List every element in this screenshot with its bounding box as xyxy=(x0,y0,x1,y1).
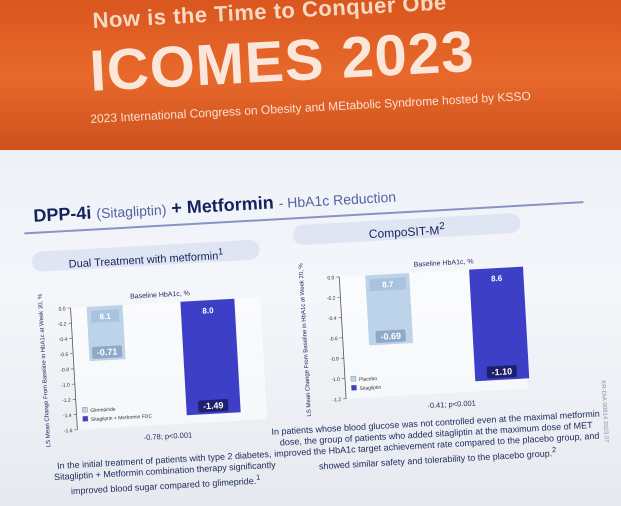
slide: DPP-4i (Sitagliptin) + Metformin - HbA1c… xyxy=(0,150,621,506)
y-tick-label: -0.8 xyxy=(330,356,339,362)
baseline-header: Baseline HbA1c, % xyxy=(414,258,474,268)
y-axis-label: LS Mean Change From Baseline in HbA1c at… xyxy=(298,262,313,416)
bar-1 xyxy=(365,272,414,346)
difference-annotation: -0.78; p<0.001 xyxy=(143,430,192,442)
panel-2-caption-sup: 2 xyxy=(551,445,557,455)
data-label-2: -1.49 xyxy=(203,400,224,411)
legend-label-2: Sitagliptin xyxy=(359,385,381,392)
y-tick-label: -0.4 xyxy=(328,316,337,322)
value-box-2 xyxy=(198,399,229,413)
panel-1-caption-text: In the initial treatment of patients wit… xyxy=(53,448,276,497)
y-tick-label: 0.0 xyxy=(327,275,334,281)
legend-swatch-1 xyxy=(350,375,357,382)
value-box-2 xyxy=(486,365,518,379)
value-box-1 xyxy=(375,329,406,343)
y-tick-label: -1.0 xyxy=(61,382,70,388)
conference-banner: Now is the Time to Conquer Obe ICOMES 20… xyxy=(0,0,621,165)
chart-composit-m: LS Mean Change From Baseline in HbA1c at… xyxy=(298,258,530,417)
y-tick-label: -0.6 xyxy=(329,336,338,342)
legend-swatch-2 xyxy=(351,384,357,391)
y-tick-label: -0.4 xyxy=(59,337,68,343)
title-paren: (Sitagliptin) xyxy=(95,201,167,222)
legend-label-1: Placebo xyxy=(359,376,378,383)
title-main: DPP-4i xyxy=(32,202,92,226)
y-tick-label: -1.2 xyxy=(332,397,341,403)
projection-screen: DPP-4i (Sitagliptin) + Metformin - HbA1c… xyxy=(0,150,621,506)
y-tick-label: -0.2 xyxy=(58,321,67,327)
baseline-box-2 xyxy=(184,303,232,318)
data-label-1: -0.71 xyxy=(97,347,118,358)
baseline-box-1 xyxy=(369,277,407,292)
y-tick-label: -0.6 xyxy=(59,352,68,358)
legend-label-1: Glimepiride xyxy=(90,407,116,414)
value-box-1 xyxy=(91,345,123,359)
bar-2 xyxy=(469,266,530,382)
y-tick-label: -0.2 xyxy=(327,295,336,301)
chart-dual-treatment: LS Mean Change From Baseline in HbA1c at… xyxy=(38,290,268,447)
y-tick-label: -1.4 xyxy=(63,413,72,419)
panel-2-header-sup: 2 xyxy=(438,220,446,233)
legend-swatch-2 xyxy=(82,416,89,422)
title-suffix: - HbA1c Reduction xyxy=(278,188,397,212)
legend-swatch-1 xyxy=(82,407,88,413)
baseline-box-1 xyxy=(90,309,120,323)
y-tick-label: 0.0 xyxy=(59,306,66,312)
y-tick-label: -1.6 xyxy=(64,428,73,434)
difference-annotation: -0.41; p<0.001 xyxy=(427,398,476,410)
y-tick-label: -1.2 xyxy=(62,398,71,404)
y-tick-label: -1.0 xyxy=(331,377,340,383)
baseline-value-2: 8.0 xyxy=(202,306,214,316)
slide-title: DPP-4i (Sitagliptin) + Metformin - HbA1c… xyxy=(33,186,397,227)
baseline-value-1: 8.1 xyxy=(99,312,111,322)
baseline-value-2: 8.6 xyxy=(491,274,503,284)
y-axis-label: LS Mean Change From Baseline in HbA1c at… xyxy=(38,293,53,447)
title-combo: + Metformin xyxy=(170,192,275,219)
y-tick-label: -0.8 xyxy=(60,367,69,373)
bar-2 xyxy=(180,298,241,416)
baseline-header: Baseline HbA1c, % xyxy=(130,290,190,300)
baseline-box-2 xyxy=(473,270,520,286)
baseline-value-1: 8.7 xyxy=(382,280,394,290)
panel-1-caption-sup: 1 xyxy=(255,472,261,482)
data-label-2: -1.10 xyxy=(491,366,512,377)
panel-1-caption: In the initial treatment of patients wit… xyxy=(45,448,285,498)
data-label-1: -0.69 xyxy=(380,331,401,342)
panel-1-header-sup: 1 xyxy=(217,246,224,257)
legend-label-2: Sitagliptin + Metformin FDC xyxy=(91,414,153,423)
